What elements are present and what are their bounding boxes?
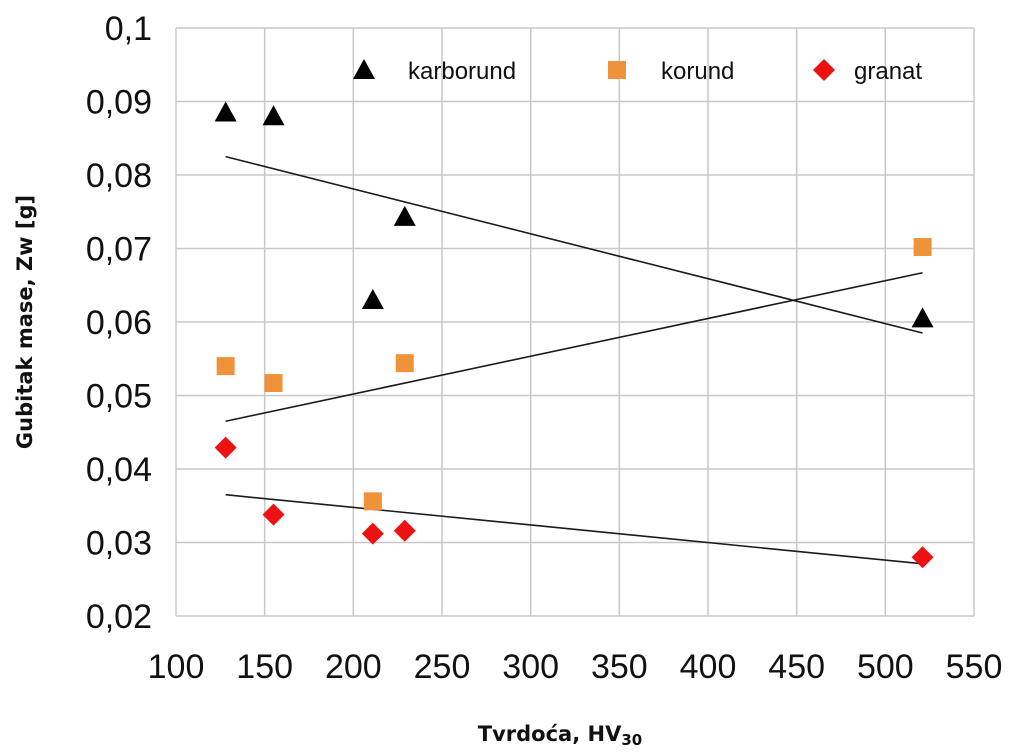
x-tick-label: 100 xyxy=(148,648,205,686)
x-axis-title: Tvrdoća, HV30 xyxy=(478,722,642,749)
y-axis-title: Gubitak mase, Zw [g] xyxy=(13,195,37,449)
x-tick-label: 400 xyxy=(680,648,737,686)
legend-item-korund: korund xyxy=(608,58,734,85)
x-tick-label: 550 xyxy=(946,648,1003,686)
x-axis-title-subscript: 30 xyxy=(621,731,642,749)
data-point-karborund xyxy=(262,105,285,126)
x-axis-title-main: Tvrdoća, HV xyxy=(478,722,622,746)
data-point-korund xyxy=(264,374,283,393)
x-tick-label: 450 xyxy=(768,648,825,686)
data-point-karborund xyxy=(214,101,237,122)
y-tick-label: 0,03 xyxy=(86,525,152,563)
x-tick-label: 350 xyxy=(591,648,648,686)
legend-label-karborund: karborund xyxy=(408,58,516,85)
y-tick-label: 0,06 xyxy=(86,304,152,342)
x-tick-label: 150 xyxy=(236,648,293,686)
x-tick-labels: 100 150 200 250 300 350 400 450 500 550 xyxy=(148,648,1003,686)
x-tick-label: 500 xyxy=(857,648,914,686)
data-point-korund xyxy=(363,492,382,511)
data-point-karborund xyxy=(361,288,384,309)
y-tick-label: 0,08 xyxy=(86,157,152,195)
legend: karborund korund granat xyxy=(353,58,922,85)
trendline-karborund xyxy=(225,155,923,334)
x-tick-label: 200 xyxy=(325,648,382,686)
data-point-granat xyxy=(214,436,237,459)
data-point-karborund xyxy=(911,307,934,328)
legend-label-granat: granat xyxy=(854,58,922,85)
x-tick-label: 300 xyxy=(502,648,559,686)
gridlines xyxy=(175,27,975,617)
y-tick-label: 0,04 xyxy=(86,451,152,489)
legend-label-korund: korund xyxy=(661,58,734,85)
y-tick-label: 0,05 xyxy=(86,378,152,416)
legend-marker-granat xyxy=(813,59,835,81)
data-point-granat xyxy=(393,519,416,542)
trendline-granat xyxy=(225,493,923,565)
data-point-granat xyxy=(262,503,285,526)
data-point-korund xyxy=(395,354,414,373)
data-point-granat xyxy=(361,522,384,545)
legend-item-karborund: karborund xyxy=(353,58,516,85)
trendlines xyxy=(225,155,923,565)
legend-marker-karborund xyxy=(353,59,375,79)
legend-item-granat: granat xyxy=(813,58,922,85)
data-points xyxy=(214,101,934,569)
y-tick-label: 0,09 xyxy=(86,84,152,122)
data-point-karborund xyxy=(393,205,416,226)
y-tick-label: 0,02 xyxy=(86,598,152,636)
y-tick-label: 0,1 xyxy=(105,10,152,48)
x-tick-label: 250 xyxy=(414,648,471,686)
trendline-korund xyxy=(225,271,923,423)
legend-marker-korund xyxy=(608,61,626,79)
y-tick-labels: 0,02 0,03 0,04 0,05 0,06 0,07 0,08 0,09 0,1 xyxy=(86,10,152,636)
y-tick-label: 0,07 xyxy=(86,231,152,269)
data-point-korund xyxy=(913,238,932,257)
data-point-granat xyxy=(911,546,934,569)
data-point-korund xyxy=(216,357,235,376)
